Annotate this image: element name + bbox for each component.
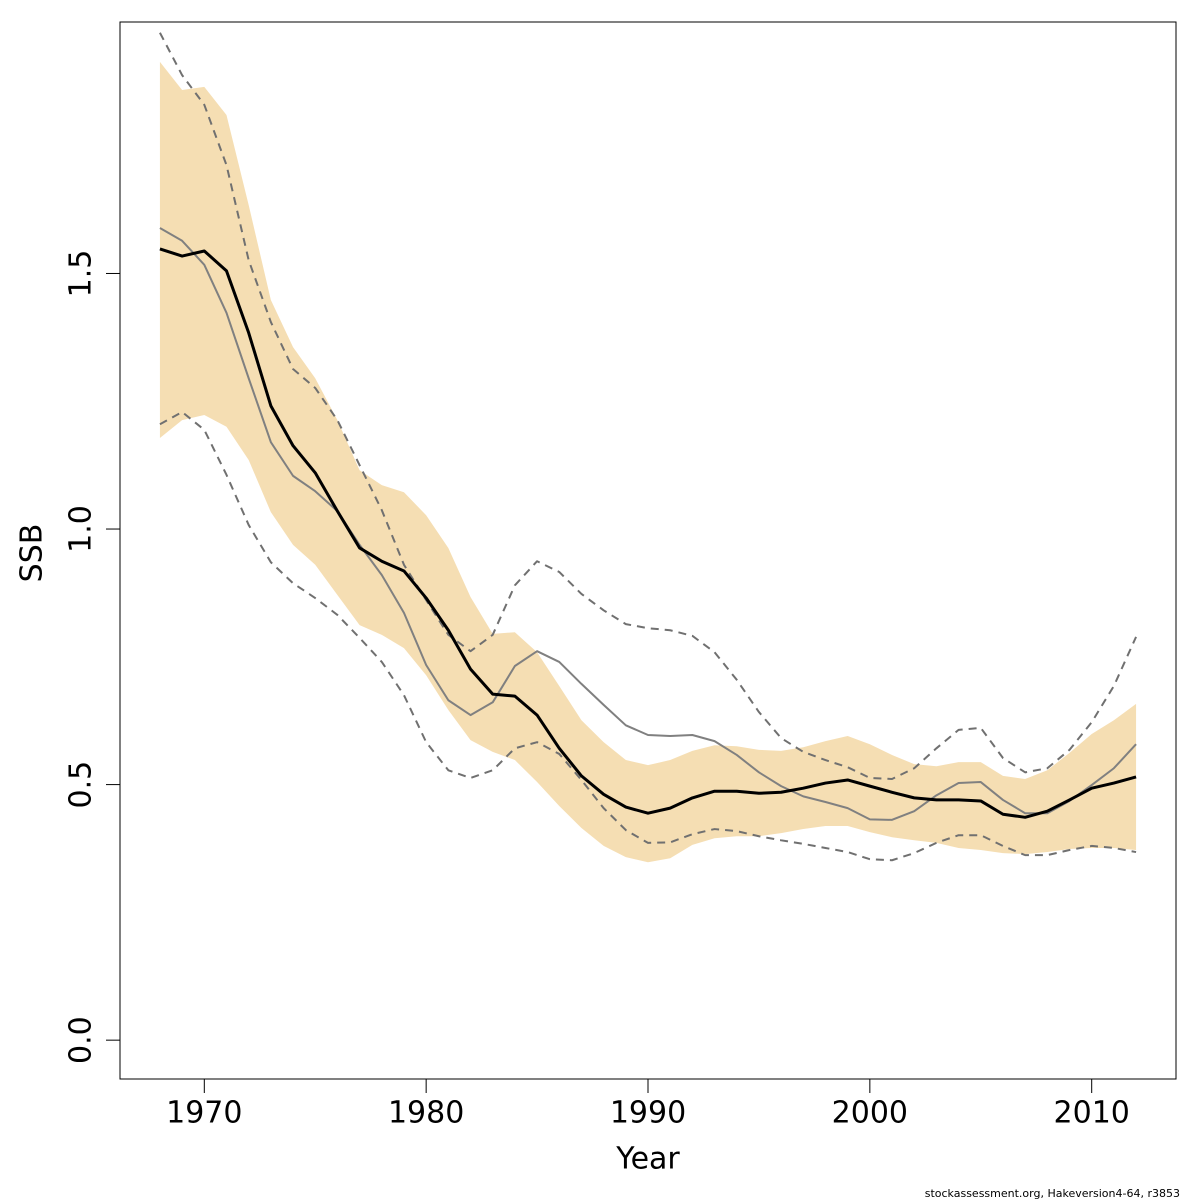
x-tick-label: 1980 bbox=[388, 1096, 464, 1131]
series-line bbox=[159, 410, 1137, 862]
y-tick-label: 0.0 bbox=[64, 1016, 99, 1064]
y-tick-label: 0.5 bbox=[64, 761, 99, 809]
x-axis-label: Year bbox=[615, 1142, 680, 1177]
series-line bbox=[159, 247, 1137, 819]
plot-frame bbox=[119, 21, 1177, 1080]
x-tick-label: 2000 bbox=[832, 1096, 908, 1131]
y-tick-label: 1.5 bbox=[64, 250, 99, 298]
confidence-band bbox=[159, 61, 1137, 863]
x-tick-label: 1990 bbox=[610, 1096, 686, 1131]
series-line bbox=[159, 32, 1137, 780]
y-tick-label: 1.0 bbox=[64, 505, 99, 553]
series-line bbox=[159, 227, 1137, 821]
y-axis-label: SSB bbox=[15, 524, 50, 583]
footnote: stockassessment.org, Hakeversion4-64, r3… bbox=[925, 1187, 1180, 1200]
x-tick-label: 1970 bbox=[166, 1096, 242, 1131]
x-tick-label: 2010 bbox=[1054, 1096, 1130, 1131]
